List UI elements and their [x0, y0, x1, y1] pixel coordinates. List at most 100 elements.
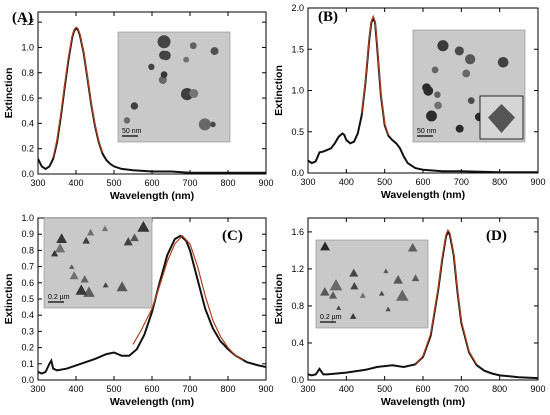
nanoparticle-mark: [86, 228, 95, 236]
nanoparticle-mark: [320, 287, 330, 296]
y-tick-label: 0.4: [21, 118, 34, 128]
nanoparticle-mark: [467, 97, 475, 104]
nanoparticle-mark: [210, 121, 216, 128]
nanoparticle-mark: [198, 118, 211, 131]
chart-panel-3: 300 400 500 600 700 800 900 0.0 0.4 0.8 1.2 1.6 Wave…: [273, 217, 546, 408]
y-tick-label: 0.9: [21, 229, 34, 239]
x-tick-label: 700: [182, 178, 197, 188]
x-axis-title: Wavelength (nm): [110, 396, 194, 408]
chart-panel-0: 300 400 500 600 700 800 900 0.0 0.2 0.4 0.6 0.8 1.0 1…: [3, 10, 274, 202]
fit-curve-line: [132, 234, 244, 362]
nanoparticle-mark: [210, 47, 219, 56]
y-tick-label: 0.4: [21, 310, 34, 320]
nanoparticle-mark: [349, 312, 357, 319]
nanoparticle-mark: [54, 243, 66, 253]
nanoparticle-mark: [158, 75, 167, 84]
x-tick-label: 900: [258, 178, 273, 188]
tem-inset-background: [43, 217, 153, 309]
chart-panel-1: 300 400 500 600 700 800 900 0.0 0.5 1.0 1.5 2.0 Wave…: [273, 3, 546, 201]
nanoparticle-mark: [82, 236, 90, 244]
nanoparticle-mark: [189, 42, 197, 50]
nanoparticle-mark: [465, 54, 476, 65]
x-tick-label: 400: [68, 384, 83, 394]
y-tick-label: 0.1: [21, 359, 34, 369]
x-tick-label: 500: [377, 177, 392, 187]
y-axis-title: Extinction: [273, 65, 285, 116]
scale-bar-label: 0.2 µm: [48, 294, 70, 301]
x-tick-label: 300: [300, 384, 315, 394]
nanoparticle-mark: [411, 274, 420, 282]
panel-label: (B): [318, 9, 338, 25]
x-axis-title: Wavelength (nm): [110, 190, 194, 202]
scale-bar-label: 50 nm: [122, 128, 142, 135]
x-tick-label: 600: [415, 384, 430, 394]
nanoparticle-mark: [80, 275, 89, 283]
x-tick-label: 400: [339, 177, 354, 187]
x-axis-title: Wavelength (nm): [381, 396, 465, 408]
y-axis-title: Extinction: [3, 274, 15, 325]
x-axis-title: Wavelength (nm): [381, 189, 465, 201]
y-tick-label: 1.0: [291, 86, 304, 96]
y-tick-label: 0.0: [291, 375, 304, 385]
nanoparticle-mark: [426, 110, 437, 122]
x-tick-label: 900: [530, 177, 545, 187]
extinction-spectrum-line: [38, 234, 266, 375]
x-tick-label: 800: [492, 384, 507, 394]
nanoparticle-mark: [157, 35, 171, 49]
x-tick-label: 700: [454, 384, 469, 394]
panel-label: (C): [222, 228, 243, 244]
y-tick-label: 0.3: [21, 326, 34, 336]
nanoparticle-mark: [437, 40, 449, 52]
y-tick-label: 0.0: [21, 375, 34, 385]
nanoparticle-mark: [189, 88, 199, 99]
nanoparticle-mark: [102, 282, 109, 288]
x-tick-label: 400: [68, 178, 83, 188]
nanoparticle-mark: [434, 101, 442, 110]
tem-inset-image: 0.2 µm: [43, 217, 153, 309]
nanoparticle-mark: [455, 124, 464, 133]
nanoparticle-mark: [350, 282, 359, 290]
x-tick-label: 300: [30, 384, 45, 394]
y-tick-label: 0.2: [21, 144, 34, 154]
y-tick-label: 0.2: [21, 343, 34, 353]
nanoparticle-mark: [462, 69, 471, 78]
nanoparticle-mark: [130, 233, 139, 242]
nanoparticle-mark: [183, 56, 190, 63]
nanoparticle-mark: [161, 50, 171, 61]
scale-bar-label: 0.2 µm: [320, 314, 342, 321]
nanoparticle-mark: [51, 249, 59, 257]
nanoparticle-mark: [396, 289, 409, 301]
y-tick-label: 0.4: [291, 338, 304, 348]
x-tick-label: 500: [106, 384, 121, 394]
extinction-spectrum-line: [308, 229, 538, 380]
nanoparticle-mark: [393, 274, 403, 284]
nanoparticle-mark: [123, 237, 133, 246]
y-tick-label: 1.5: [291, 44, 304, 54]
nanoparticle-mark: [69, 271, 79, 280]
nanoparticle-mark: [69, 264, 75, 269]
scale-bar-label: 50 nm: [417, 128, 437, 135]
nanoparticle-mark: [116, 281, 128, 292]
y-tick-label: 0.5: [291, 127, 304, 137]
y-axis-title: Extinction: [3, 68, 15, 119]
chart-panel-2: 300 400 500 600 700 800 900 0.0 0.1 0.2 0.3 0.4 0.5 0…: [3, 213, 274, 408]
y-axis-title: Extinction: [273, 274, 285, 325]
nanoparticle-mark: [359, 292, 366, 298]
x-tick-label: 400: [339, 384, 354, 394]
nanoparticle-mark: [431, 66, 439, 74]
x-tick-label: 800: [220, 384, 235, 394]
fit-curve-line: [52, 26, 104, 158]
nanoparticle-mark: [488, 104, 515, 133]
nanoparticle-mark: [328, 291, 338, 299]
nanoparticle-mark: [434, 91, 441, 98]
nanoparticle-mark: [383, 268, 389, 274]
x-tick-label: 800: [492, 177, 507, 187]
nanoparticle-mark: [148, 63, 155, 71]
nanoparticle-mark: [123, 117, 131, 124]
nanoparticle-mark: [336, 305, 342, 310]
x-tick-label: 800: [220, 178, 235, 188]
nanoparticle-mark: [329, 278, 343, 291]
x-tick-label: 700: [182, 384, 197, 394]
x-tick-label: 300: [300, 177, 315, 187]
x-tick-label: 500: [377, 384, 392, 394]
